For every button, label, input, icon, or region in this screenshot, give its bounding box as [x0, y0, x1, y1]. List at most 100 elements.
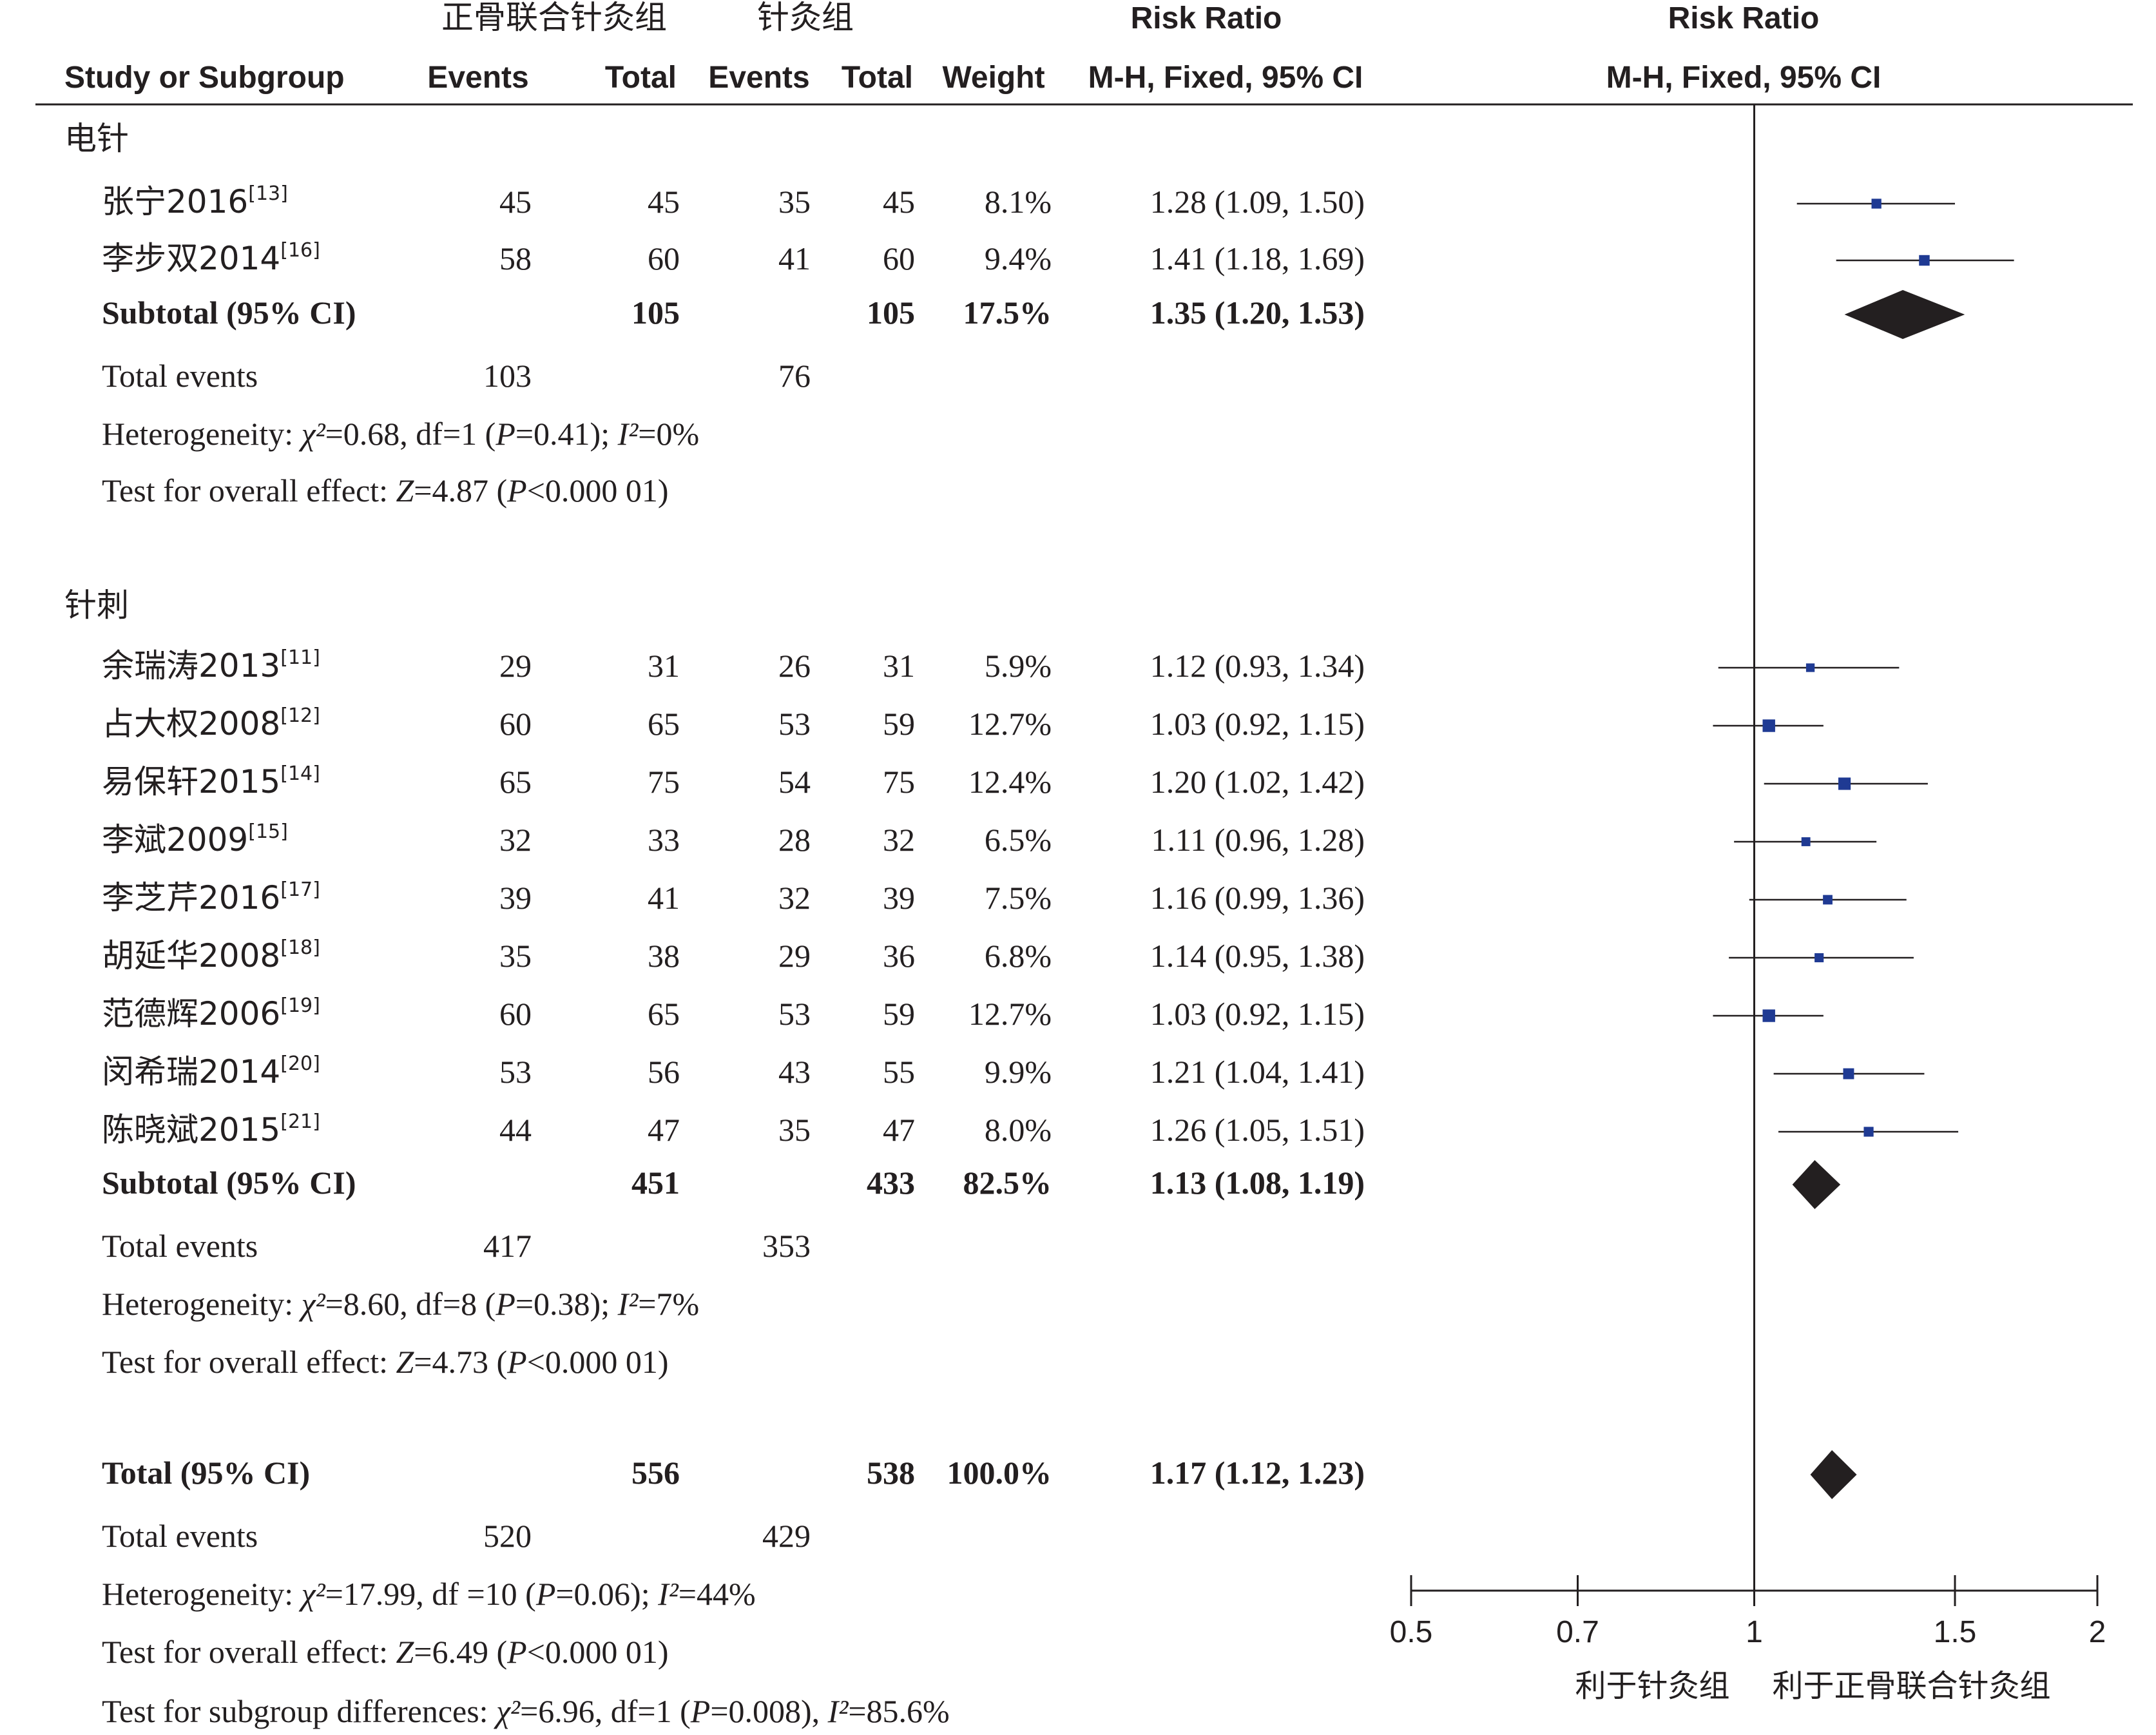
overall-label: Total (95% CI) — [102, 1455, 310, 1491]
study-point-marker — [1762, 1009, 1775, 1022]
study-label: 李芝芹2016[17] — [102, 878, 320, 916]
cell-ci: 1.12 (0.93, 1.34) — [1150, 648, 1365, 684]
subtotal-label: Subtotal (95% CI) — [102, 295, 356, 331]
study-name: 余瑞涛2013 — [102, 647, 280, 684]
study-label: 闵希瑞2014[20] — [102, 1052, 320, 1090]
overall-total-events-e1: 520 — [483, 1518, 532, 1554]
study-ref: [18] — [280, 936, 320, 959]
cell-n1: 60 — [648, 240, 680, 276]
cell-weight: 6.5% — [985, 822, 1052, 858]
study-point-marker — [1843, 1068, 1854, 1080]
subtotal-weight: 82.5% — [963, 1165, 1052, 1201]
subtotal-n1: 105 — [631, 295, 680, 331]
cell-weight: 9.4% — [985, 240, 1052, 276]
subgroup-title: 电针 — [64, 120, 129, 157]
study-label: 占大权2008[12] — [102, 704, 320, 742]
study-name: 李芝芹2016 — [102, 879, 280, 916]
cell-n1: 56 — [648, 1054, 680, 1090]
cell-ci: 1.14 (0.95, 1.38) — [1150, 938, 1365, 974]
overall-effect-text: Test for overall effect: Z=4.73 (P<0.000… — [102, 1344, 669, 1380]
cell-n1: 75 — [648, 764, 680, 800]
total-events-label: Total events — [102, 358, 258, 394]
cell-ci: 1.26 (1.05, 1.51) — [1150, 1112, 1365, 1148]
study-row: 陈晓斌2015[21] 44 47 35 47 8.0% 1.26 (1.05, 1.51) — [102, 1110, 1365, 1149]
cell-e1: 44 — [499, 1112, 532, 1148]
study-ref: [19] — [280, 994, 320, 1017]
cell-n1: 41 — [648, 880, 680, 916]
cell-weight: 12.7% — [968, 706, 1052, 742]
subgroup-differences-text: Test for subgroup differences: χ²=6.96, … — [102, 1693, 950, 1729]
study-point-marker — [1805, 663, 1815, 672]
cell-e1: 60 — [499, 706, 532, 742]
study-row: 李芝芹2016[17] 39 41 32 39 7.5% 1.16 (0.99, 1.36) — [102, 878, 1365, 916]
cell-e1: 29 — [499, 648, 532, 684]
cell-weight: 5.9% — [985, 648, 1052, 684]
overall-n2: 538 — [867, 1455, 915, 1491]
heterogeneity-text: Heterogeneity: χ²=0.68, df=1 (P=0.41); I… — [102, 416, 699, 452]
study-label: 李斌2009[15] — [102, 820, 288, 858]
cell-weight: 12.4% — [968, 764, 1052, 800]
total-events-e2: 353 — [762, 1228, 811, 1264]
study-ref: [20] — [280, 1052, 320, 1075]
cell-e2: 43 — [778, 1054, 811, 1090]
total-events-e1: 103 — [483, 358, 532, 394]
subtotal-ci: 1.35 (1.20, 1.53) — [1150, 295, 1365, 331]
cell-weight: 6.8% — [985, 938, 1052, 974]
cell-e1: 58 — [499, 240, 532, 276]
study-name: 李步双2014 — [102, 240, 280, 277]
cell-n1: 65 — [648, 706, 680, 742]
subtotal-n2: 433 — [867, 1165, 915, 1201]
cell-n1: 47 — [648, 1112, 680, 1148]
cell-ci: 1.16 (0.99, 1.36) — [1150, 880, 1365, 916]
study-name: 胡延华2008 — [102, 937, 280, 974]
favours-right-label: 利于正骨联合针灸组 — [1773, 1668, 2051, 1704]
study-row: 占大权2008[12] 60 65 53 59 12.7% 1.03 (0.92, 1.15… — [102, 704, 1365, 742]
cell-e2: 29 — [778, 938, 811, 974]
cell-n2: 39 — [883, 880, 915, 916]
cell-weight: 9.9% — [985, 1054, 1052, 1090]
cell-e1: 32 — [499, 822, 532, 858]
subtotal-diamond — [1792, 1160, 1841, 1209]
total-events-e1: 417 — [483, 1228, 532, 1264]
cell-e1: 53 — [499, 1054, 532, 1090]
overall-total-events-label: Total events — [102, 1518, 258, 1554]
cell-n2: 31 — [883, 648, 915, 684]
header-exp-group: 正骨联合针灸组 — [441, 0, 667, 36]
cell-e2: 54 — [778, 764, 811, 800]
study-row: 易保轩2015[14] 65 75 54 75 12.4% 1.20 (1.02, 1.42… — [102, 762, 1365, 800]
study-point-marker — [1919, 255, 1930, 266]
subtotal-label: Subtotal (95% CI) — [102, 1165, 356, 1201]
header-ctrl-group: 针灸组 — [757, 0, 854, 36]
study-point-marker — [1801, 837, 1811, 846]
study-ref: [14] — [280, 762, 320, 785]
study-label: 张宁2016[13] — [102, 182, 288, 220]
study-point-marker — [1814, 953, 1824, 963]
study-label: 陈晓斌2015[21] — [102, 1110, 320, 1149]
overall-n1: 556 — [631, 1455, 680, 1491]
header-exp-total: Total — [605, 61, 677, 95]
study-ref: [11] — [280, 646, 320, 669]
overall-effect-text: Test for overall effect: Z=6.49 (P<0.000… — [102, 1634, 669, 1670]
header-ctrl-events: Events — [708, 61, 809, 95]
header-risk-ratio-plot: Risk Ratio — [1668, 1, 1820, 35]
study-name: 易保轩2015 — [102, 763, 280, 800]
cell-weight: 8.1% — [985, 184, 1052, 220]
study-point-marker — [1863, 1127, 1874, 1137]
overall-total-events-e2: 429 — [762, 1518, 811, 1554]
cell-e2: 41 — [778, 240, 811, 276]
study-point-marker — [1838, 777, 1851, 790]
cell-n2: 60 — [883, 240, 915, 276]
cell-e1: 65 — [499, 764, 532, 800]
cell-n2: 45 — [883, 184, 915, 220]
favours-left-label: 利于针灸组 — [1575, 1668, 1729, 1704]
subtotal-n2: 105 — [867, 295, 915, 331]
cell-n1: 38 — [648, 938, 680, 974]
cell-ci: 1.21 (1.04, 1.41) — [1150, 1054, 1365, 1090]
study-label: 余瑞涛2013[11] — [102, 646, 320, 684]
cell-ci: 1.28 (1.09, 1.50) — [1150, 184, 1365, 220]
study-label: 李步双2014[16] — [102, 239, 320, 277]
cell-e2: 26 — [778, 648, 811, 684]
